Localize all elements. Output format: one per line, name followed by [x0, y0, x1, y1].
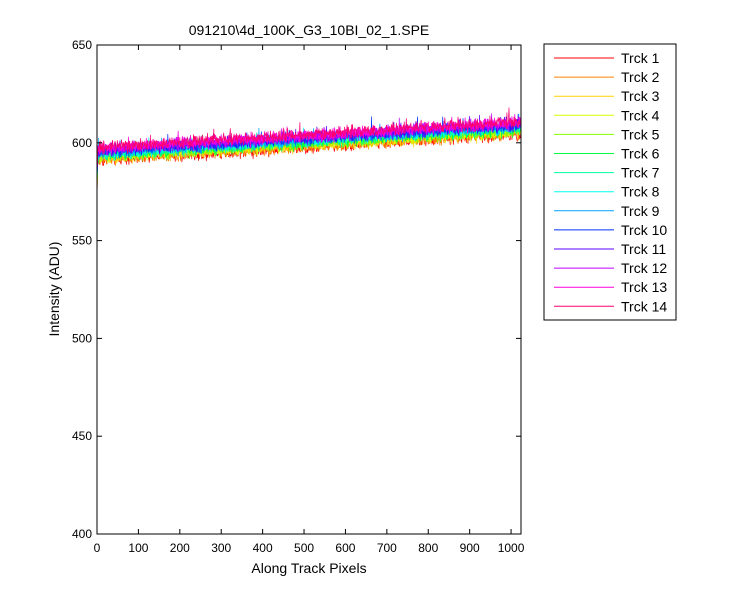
legend-label: Trck 2	[621, 69, 660, 85]
legend-label: Trck 14	[621, 298, 667, 314]
y-tick-label: 600	[72, 136, 92, 150]
plot-area	[96, 44, 522, 535]
legend-label: Trck 7	[621, 165, 660, 181]
y-tick-label: 650	[72, 38, 92, 52]
x-tick-label: 800	[418, 541, 438, 555]
x-tick-label: 100	[128, 541, 148, 555]
x-tick-label: 1000	[498, 541, 525, 555]
y-tick-label: 500	[72, 331, 92, 345]
x-tick-label: 500	[294, 541, 314, 555]
legend-label: Trck 13	[621, 279, 667, 295]
legend: Trck 1 Trck 2 Trck 3 Trck 4 Trck 5 Trck 6 Trck…	[543, 43, 677, 321]
legend-label: Trck 8	[621, 184, 660, 200]
plot-frame	[96, 44, 522, 535]
legend-label: Trck 11	[621, 241, 666, 257]
x-tick-label: 700	[377, 541, 397, 555]
x-tick-label: 300	[211, 541, 231, 555]
legend-label: Trck 3	[621, 88, 660, 104]
x-tick-label: 900	[460, 541, 480, 555]
y-axis-label: Intensity (ADU)	[46, 242, 62, 337]
series-layer	[96, 107, 521, 200]
chart-title: 091210\4d_100K_G3_10BI_02_1.SPE	[189, 22, 430, 38]
legend-label: Trck 9	[621, 203, 660, 219]
legend-box	[543, 43, 677, 321]
legend-label: Trck 5	[621, 126, 660, 142]
legend-label: Trck 1	[621, 50, 660, 66]
legend-label: Trck 4	[621, 107, 660, 123]
x-tick-label: 400	[253, 541, 273, 555]
y-axis: 400 450 500 550 600 650	[72, 38, 521, 541]
x-axis-label: Along Track Pixels	[251, 560, 366, 576]
legend-label: Trck 10	[621, 222, 667, 238]
plot-background	[97, 45, 521, 534]
x-tick-label: 600	[335, 541, 355, 555]
x-tick-label: 200	[170, 541, 190, 555]
x-tick-label: 0	[94, 541, 101, 555]
y-tick-label: 450	[72, 429, 92, 443]
legend-label: Trck 12	[621, 260, 667, 276]
legend-label: Trck 6	[621, 146, 660, 162]
legend-items: Trck 1 Trck 2 Trck 3 Trck 4 Trck 5 Trck 6 Trck…	[554, 50, 667, 314]
x-axis: 0 100 200 300 400 500 600 700 800 900 1000	[94, 45, 525, 555]
y-tick-label: 400	[72, 527, 92, 541]
y-tick-label: 550	[72, 234, 92, 248]
series-line-14	[96, 107, 521, 167]
